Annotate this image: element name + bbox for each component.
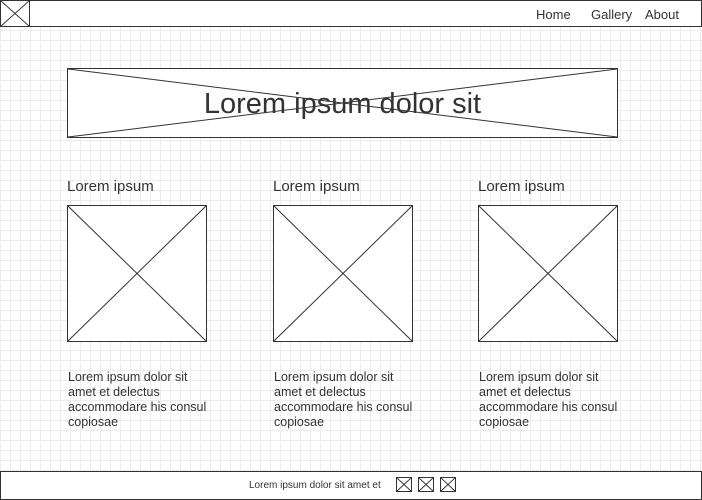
column-1-heading: Lorem ipsum	[67, 178, 154, 195]
footer-image-placeholder-icon[interactable]	[396, 477, 412, 492]
footer-image-placeholder-icon[interactable]	[418, 477, 434, 492]
column-2-text: Lorem ipsum dolor sit amet et delectus a…	[274, 370, 413, 429]
nav-about-link[interactable]: About	[645, 7, 679, 22]
hero-banner: Lorem ipsum dolor sit	[67, 68, 618, 138]
column-3-heading: Lorem ipsum	[478, 178, 565, 195]
column-2-heading: Lorem ipsum	[273, 178, 360, 195]
column-3-text: Lorem ipsum dolor sit amet et delectus a…	[479, 370, 618, 429]
footer-text: Lorem ipsum dolor sit amet et	[249, 480, 381, 491]
footer-image-placeholder-icon[interactable]	[440, 477, 456, 492]
column-1-image-placeholder-icon	[67, 205, 207, 342]
hero-image-placeholder-icon	[68, 69, 617, 137]
column-3-image-placeholder-icon	[478, 205, 618, 342]
column-1-text: Lorem ipsum dolor sit amet et delectus a…	[68, 370, 207, 429]
hero-title: Lorem ipsum dolor sit	[203, 88, 482, 120]
header-bar: Home Gallery About	[0, 0, 702, 27]
column-2-image-placeholder-icon	[273, 205, 413, 342]
logo-placeholder-icon[interactable]	[1, 1, 30, 26]
nav-home-link[interactable]: Home	[536, 7, 571, 22]
footer-bar: Lorem ipsum dolor sit amet et	[0, 471, 702, 500]
nav-gallery-link[interactable]: Gallery	[591, 7, 633, 22]
